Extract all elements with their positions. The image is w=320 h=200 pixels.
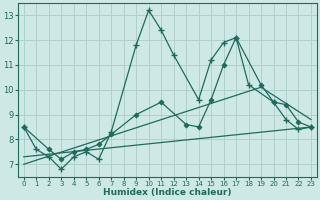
X-axis label: Humidex (Indice chaleur): Humidex (Indice chaleur) <box>103 188 232 197</box>
